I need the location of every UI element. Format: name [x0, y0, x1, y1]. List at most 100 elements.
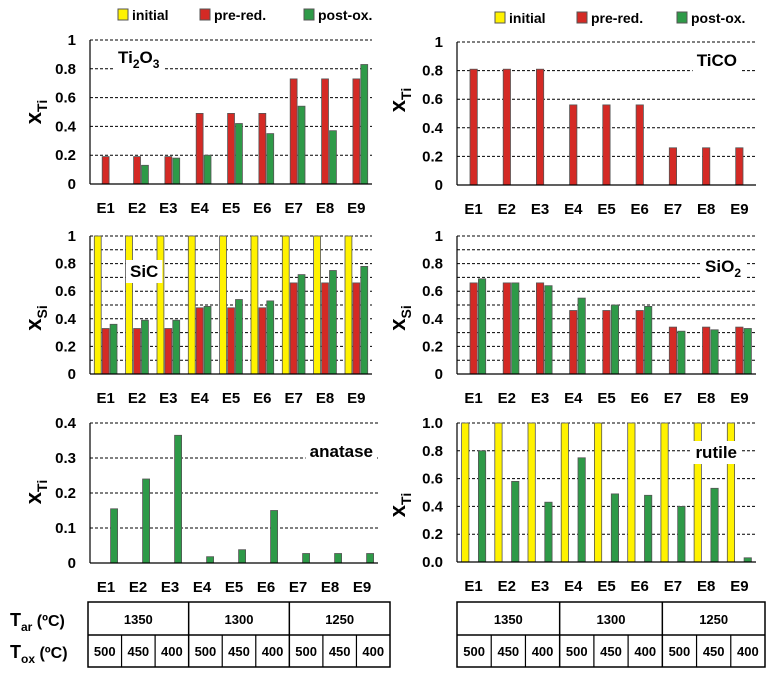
- bar-initial-E5: [219, 235, 227, 375]
- legend-swatch-prered: [199, 8, 211, 21]
- x-tick-label: E9: [730, 390, 748, 407]
- bar-postox-E9: [360, 265, 369, 375]
- bar-postox-E8: [710, 329, 719, 375]
- bar-postox-E2: [511, 480, 520, 563]
- bar-initial-E7: [281, 235, 290, 375]
- y-tick-label: 0.8: [55, 256, 76, 273]
- svg-text:anatase: anatase: [310, 442, 373, 461]
- bar-prered-E6: [258, 113, 267, 185]
- bar-initial-E6: [250, 235, 259, 375]
- bar-initial-E8: [313, 235, 321, 375]
- bar-initial-E4: [560, 422, 569, 563]
- y-tick-label: 0.2: [422, 338, 443, 355]
- x-tick-label: E6: [253, 200, 271, 217]
- bar-prered-E8: [321, 282, 329, 375]
- bar-postox-E7: [677, 505, 686, 563]
- tox-cell: 400: [634, 644, 656, 659]
- tox-cell: 400: [532, 644, 554, 659]
- x-tick-label: E1: [464, 201, 482, 218]
- bar-postox-E5: [235, 123, 243, 185]
- y-tick-label: 1: [68, 32, 76, 49]
- tox-label: Tox (ºC): [10, 642, 68, 666]
- bar-postox-E2: [141, 319, 149, 375]
- bar-initial-E2: [494, 422, 503, 563]
- x-tick-label: E2: [128, 390, 146, 407]
- tox-cell: 450: [329, 644, 351, 659]
- y-tick-label: 0: [435, 366, 443, 383]
- x-tick-label: E4: [564, 578, 583, 595]
- y-tick-label: 0.4: [422, 311, 444, 328]
- legend-swatch-initial: [117, 8, 129, 21]
- y-tick-label: 0: [435, 177, 443, 194]
- bar-postox-E1: [477, 450, 487, 563]
- bar-postox-E3: [544, 501, 553, 563]
- bar-prered-E3: [536, 68, 545, 186]
- panel-title-rutile: rutile: [691, 441, 741, 464]
- chart-rutile: 0.0 0.2 0.4 0.6 0.8 1.0 E1 E2 E3 E4 E5 E6 E7 E8 E9 xTi r…: [385, 415, 756, 595]
- bar-postox-E9: [360, 64, 369, 185]
- bar-postox-E7: [677, 330, 686, 375]
- bar-postox-E4: [206, 556, 215, 564]
- bar-initial-E1: [461, 422, 470, 563]
- y-tick-label: 0.4: [55, 311, 77, 328]
- bar-initial-E2: [125, 235, 133, 375]
- x-tick-label: E1: [464, 390, 482, 407]
- y-axis-label: xSi: [21, 305, 50, 330]
- bar-postox-E6: [270, 510, 279, 564]
- bar-postox-E7: [297, 105, 306, 185]
- bar-postox-E4: [577, 457, 586, 563]
- bar-postox-E2: [511, 282, 520, 375]
- bar-prered-E3: [164, 156, 173, 185]
- bar-prered-E2: [502, 282, 511, 375]
- x-tick-label: E4: [564, 201, 583, 218]
- bar-prered-E5: [227, 307, 235, 375]
- bar-initial-E3: [156, 235, 165, 375]
- bar-postox-E6: [644, 305, 653, 375]
- x-tick-label: E4: [190, 390, 209, 407]
- x-tick-label: E3: [159, 200, 177, 217]
- bar-prered-E8: [702, 326, 711, 375]
- x-tick-label: E3: [531, 390, 549, 407]
- bar-postox-E4: [577, 297, 586, 375]
- x-tick-label: E7: [284, 200, 302, 217]
- bar-initial-E7: [660, 422, 669, 563]
- tar-cell: 1300: [225, 612, 254, 627]
- tox-cell: 400: [262, 644, 284, 659]
- bar-initial-E6: [627, 422, 636, 563]
- x-tick-label: E8: [321, 579, 339, 596]
- bar-prered-E1: [469, 282, 478, 375]
- legend-label-postox: post-ox.: [318, 7, 372, 23]
- panel-title-anatase: anatase: [305, 440, 377, 463]
- legend-label-initial: initial: [132, 7, 169, 23]
- bar-postox-E5: [238, 549, 247, 564]
- y-tick-label: 0.2: [55, 338, 76, 355]
- bar-postox-E4: [203, 154, 212, 185]
- bar-prered-E7: [289, 282, 298, 375]
- bar-postox-E4: [203, 305, 212, 375]
- x-tick-label: E1: [464, 578, 482, 595]
- legend-label-initial: initial: [509, 10, 546, 26]
- x-tick-label: E6: [631, 578, 649, 595]
- x-tick-label: E8: [697, 201, 715, 218]
- bar-postox-E1: [109, 323, 118, 375]
- y-tick-label: 0.8: [55, 61, 76, 78]
- bar-prered-E4: [195, 113, 204, 185]
- panel-title-sic: SiC: [126, 260, 163, 283]
- x-tick-label: E8: [316, 390, 334, 407]
- tox-cell: 400: [161, 644, 183, 659]
- bar-prered-E8: [702, 147, 711, 186]
- y-tick-label: 0.8: [422, 443, 443, 460]
- bar-prered-E3: [164, 328, 173, 375]
- y-tick-label: 0.4: [55, 118, 77, 135]
- y-axis-label: xTi: [385, 88, 414, 112]
- tox-cell: 500: [463, 644, 485, 659]
- panel-title-tico: TiCO: [692, 49, 741, 72]
- x-tick-label: E7: [289, 579, 307, 596]
- x-tick-label: E5: [597, 390, 615, 407]
- y-tick-label: 0.3: [55, 450, 76, 467]
- y-tick-label: 0: [68, 366, 76, 383]
- x-tick-label: E7: [664, 578, 682, 595]
- bar-initial-E4: [187, 235, 196, 375]
- y-tick-label: 1.0: [422, 415, 443, 432]
- bar-prered-E9: [735, 326, 744, 375]
